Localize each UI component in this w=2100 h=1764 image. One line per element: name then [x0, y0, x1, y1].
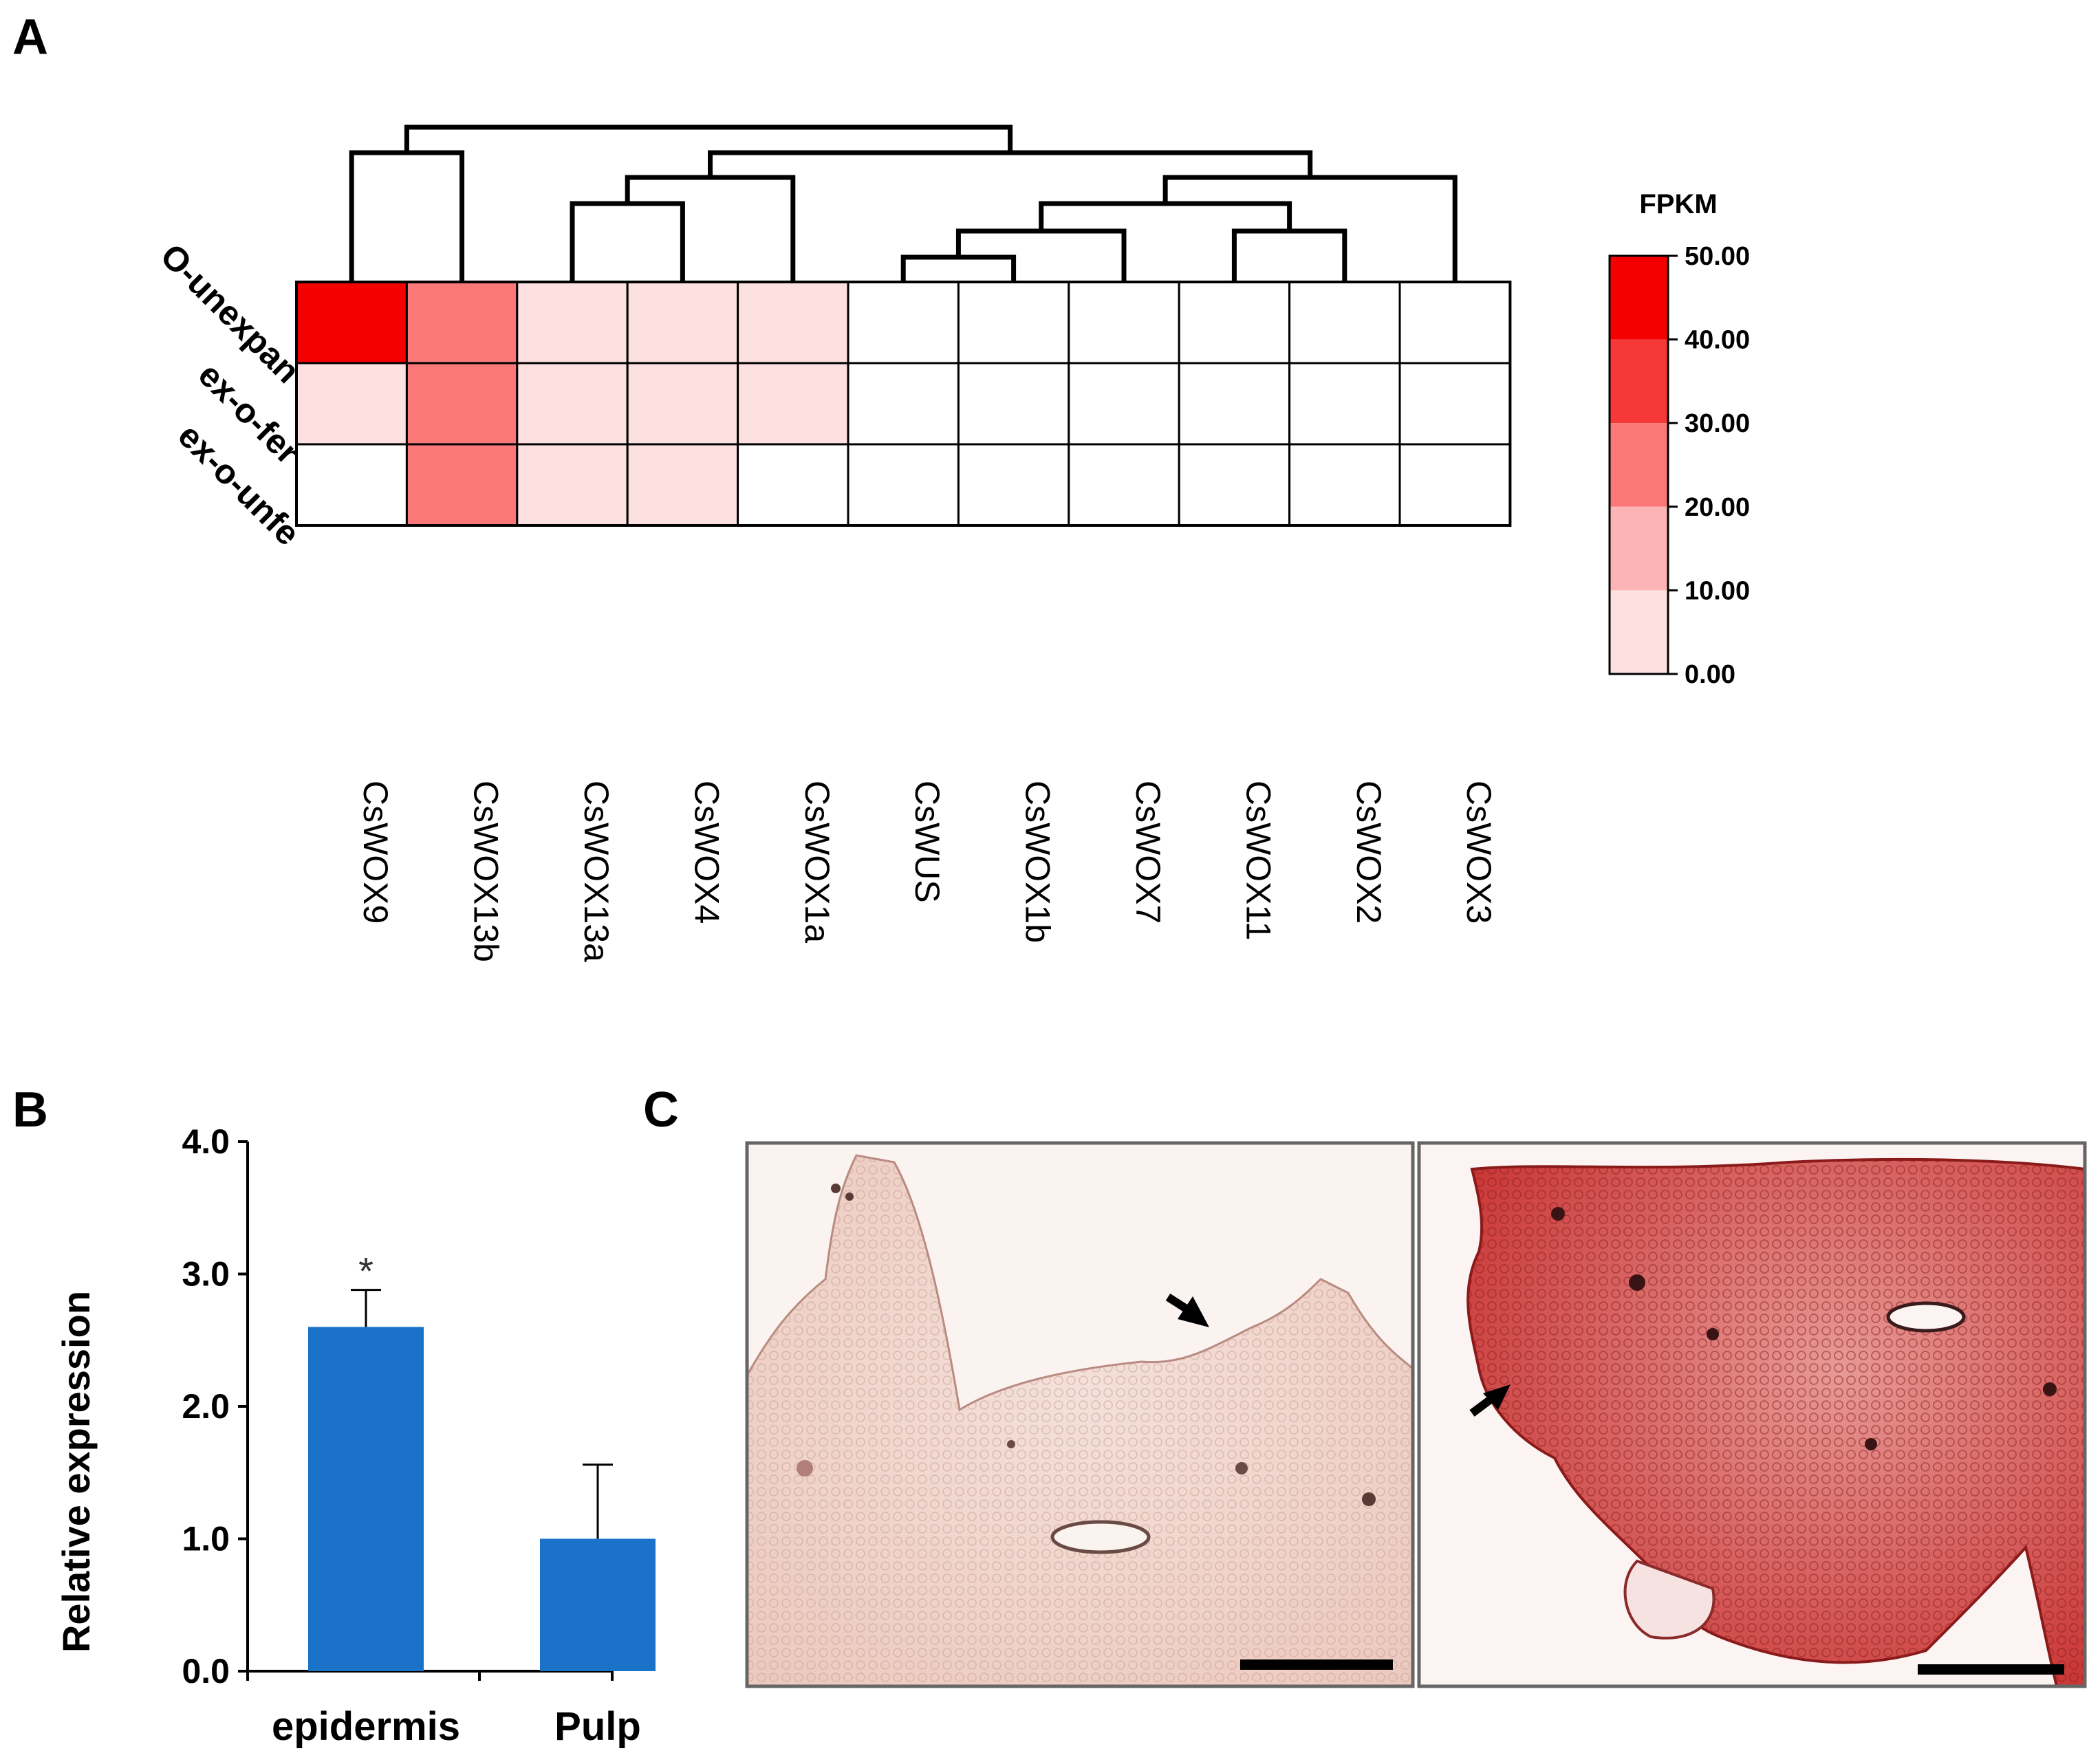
column-label-cswox11: CsWOX11: [1239, 781, 1277, 940]
panel-label-a: A: [12, 10, 48, 65]
heatmap-cell-ex-o-fer-cswox7: [1068, 362, 1180, 446]
micrograph-right: [1419, 1143, 2086, 1688]
heatmap-cell-o-unexpan-cswox7: [1068, 281, 1180, 364]
heatmap-cell-ex-o-unfe-cswox13b: [405, 443, 519, 527]
y-tick-label-4: 3.0: [182, 1255, 230, 1294]
x-category-epidermis: epidermis: [272, 1704, 460, 1749]
column-label-cswox1a: CsWOX1a: [798, 781, 836, 943]
column-label-cswox9: CsWOX9: [356, 781, 395, 924]
legend-tick-label-4: 20.00: [1685, 493, 1750, 522]
heatmap-cell-ex-o-fer-cswox1b: [957, 362, 1070, 446]
heatmap-cell-o-unexpan-cswox3: [1398, 281, 1511, 364]
legend-tick-label-6: 0.00: [1685, 660, 1735, 689]
dendrogram-link-3: [625, 175, 796, 282]
heatmap-cell-ex-o-fer-cswox2: [1288, 362, 1401, 446]
column-label-cswox4: CsWOX4: [687, 781, 726, 924]
legend-frame: [1608, 254, 1669, 675]
y-tick-label-5: 4.0: [182, 1122, 230, 1161]
heatmap-cell-ex-o-unfe-cswus: [847, 443, 960, 527]
y-tick-label-1: 0.0: [182, 1652, 230, 1690]
legend-tick-label-5: 10.00: [1685, 576, 1750, 605]
bar-epidermis: [308, 1327, 424, 1671]
column-label-cswox3: CsWOX3: [1460, 781, 1498, 924]
heatmap-cell-ex-o-unfe-cswox1a: [737, 443, 849, 527]
column-label-cswus: CsWUS: [908, 781, 946, 903]
heatmap-cell-o-unexpan-cswox1b: [957, 281, 1070, 364]
significance-epidermis: *: [358, 1250, 374, 1293]
heatmap-cell-ex-o-unfe-cswox13a: [516, 443, 629, 527]
heatmap-cell-ex-o-unfe-cswox7: [1068, 443, 1180, 527]
column-label-cswox2: CsWOX2: [1350, 781, 1388, 924]
legend-tick-label-3: 30.00: [1685, 409, 1750, 438]
heatmap-cell-o-unexpan-cswox13b: [405, 281, 519, 364]
heatmap-cell-ex-o-unfe-cswox9: [295, 443, 408, 527]
heatmap-cell-o-unexpan-cswus: [847, 281, 960, 364]
dendrogram-link-4: [900, 254, 1017, 282]
heatmap-cell-ex-o-fer-cswus: [847, 362, 960, 446]
legend-swatch-3: [1610, 423, 1668, 507]
column-label-cswox13b: CsWOX13b: [467, 781, 506, 962]
micrograph-left: [746, 1143, 1414, 1688]
column-label-cswox7: CsWOX7: [1129, 781, 1167, 924]
heatmap-cell-o-unexpan-cswox1a: [737, 281, 849, 364]
heatmap-cell-o-unexpan-cswox2: [1288, 281, 1401, 364]
heatmap-cell-ex-o-unfe-cswox3: [1398, 443, 1511, 527]
heatmap-cell-ex-o-fer-cswox4: [626, 362, 739, 446]
bar-pulp: [540, 1538, 656, 1671]
legend-swatch-2: [1610, 339, 1668, 424]
x-category-pulp: Pulp: [554, 1704, 641, 1749]
heatmap-cell-o-unexpan-cswox4: [626, 281, 739, 364]
legend-tick-label-2: 40.00: [1685, 326, 1750, 355]
legend-swatch-4: [1610, 506, 1668, 591]
heatmap-cell-ex-o-unfe-cswox4: [626, 443, 739, 527]
heatmap-cell-ex-o-fer-cswox13b: [405, 362, 519, 446]
dendrogram-link-10: [404, 124, 1013, 153]
y-tick-label-3: 2.0: [182, 1387, 230, 1426]
dendrogram-link-1: [349, 150, 465, 282]
column-label-cswox1b: CsWOX1b: [1019, 781, 1057, 943]
heatmap-cell-ex-o-fer-cswox1a: [737, 362, 849, 446]
heatmap-cell-ex-o-unfe-cswox11: [1178, 443, 1291, 527]
panel-label-c: C: [643, 1082, 679, 1137]
y-axis-label: Relative expression: [54, 1291, 98, 1653]
heatmap: [295, 281, 1512, 527]
column-dendrogram: [349, 124, 1458, 282]
legend-title: FPKM: [1639, 189, 1717, 219]
legend-tick-label-1: 50.00: [1685, 242, 1750, 271]
heatmap-cell-o-unexpan-cswox9: [295, 281, 408, 364]
color-legend: 50.00 40.00 30.00 20.00 10.00 0.00: [1608, 242, 1750, 689]
heatmap-cell-ex-o-fer-cswox11: [1178, 362, 1291, 446]
heatmap-cell-o-unexpan-cswox13a: [516, 281, 629, 364]
dendrogram-link-6: [1231, 228, 1347, 282]
dendrogram-link-7: [1039, 201, 1292, 231]
micrograph-right-frame: [1417, 1141, 2087, 1688]
micrograph-left-frame: [745, 1141, 1415, 1688]
heatmap-border: [295, 281, 1512, 527]
heatmap-cell-ex-o-fer-cswox13a: [516, 362, 629, 446]
heatmap-cell-ex-o-unfe-cswox1b: [957, 443, 1070, 527]
dendrogram-link-9: [708, 150, 1313, 177]
heatmap-cell-ex-o-unfe-cswox2: [1288, 443, 1401, 527]
panel-label-b: B: [12, 1082, 48, 1137]
dendrogram-link-2: [570, 201, 685, 282]
heatmap-column-labels: CsWOX9 CsWOX13b CsWOX13a CsWOX4 CsWOX1a CsWUS…: [356, 781, 1498, 962]
heatmap-cell-ex-o-fer-cswox3: [1398, 362, 1511, 446]
heatmap-cell-ex-o-fer-cswox9: [295, 362, 408, 446]
y-tick-label-2: 1.0: [182, 1520, 230, 1558]
heatmap-cell-o-unexpan-cswox11: [1178, 281, 1291, 364]
legend-swatch-5: [1610, 590, 1668, 674]
column-label-cswox13a: CsWOX13a: [577, 781, 616, 962]
legend-swatch-1: [1610, 256, 1668, 340]
bar-chart: 0.0 1.0 2.0 3.0 4.0 * epidermis Pulp: [182, 1122, 656, 1749]
